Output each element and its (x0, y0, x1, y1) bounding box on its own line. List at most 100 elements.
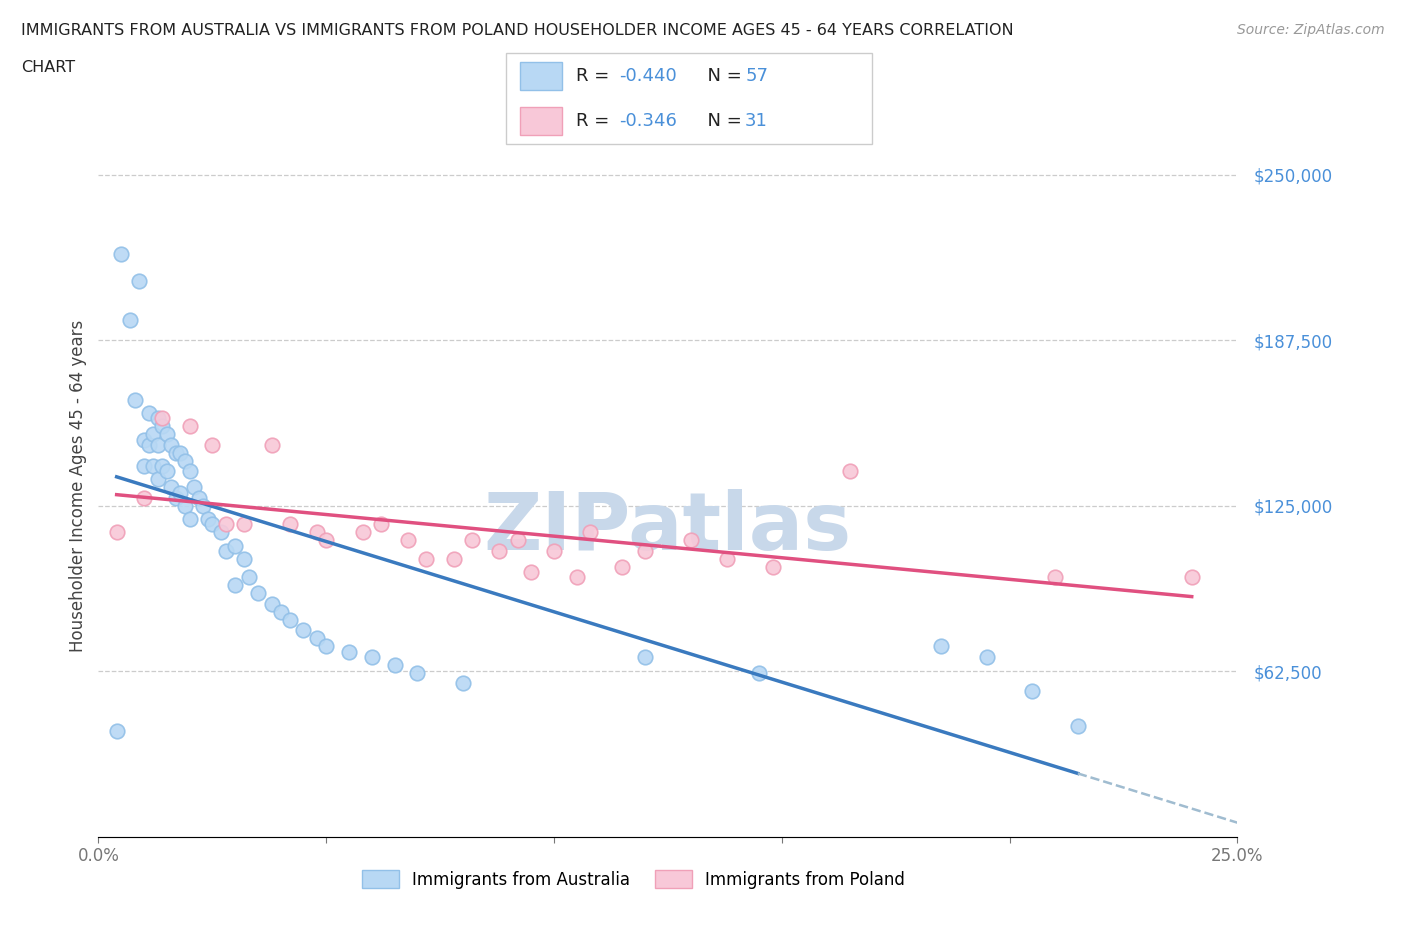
Point (169, 445, 191, 460)
Point (193, 498, 215, 513)
Point (233, 551, 256, 566)
Point (634, 543, 657, 558)
Text: -0.440: -0.440 (619, 67, 676, 85)
Point (174, 453, 197, 468)
Point (160, 480, 183, 495)
Point (384, 658, 406, 672)
Point (187, 490, 209, 505)
Point (138, 405, 160, 420)
Point (156, 427, 179, 442)
Point (1181, 570, 1204, 585)
Point (246, 586, 269, 601)
Point (307, 631, 329, 645)
Point (278, 517, 301, 532)
Point (224, 578, 246, 592)
Point (165, 490, 187, 505)
Legend: Immigrants from Australia, Immigrants from Poland: Immigrants from Australia, Immigrants fr… (356, 863, 911, 896)
Point (169, 485, 191, 500)
Point (165, 445, 187, 460)
Point (128, 273, 150, 288)
Point (443, 551, 465, 566)
Point (565, 570, 588, 585)
Point (612, 559, 634, 574)
Point (270, 604, 292, 619)
Point (105, 724, 128, 738)
Point (278, 612, 301, 627)
Point (224, 538, 246, 553)
Point (315, 533, 337, 548)
Point (201, 437, 224, 452)
Point (201, 517, 224, 532)
Point (634, 649, 657, 664)
Point (183, 480, 205, 495)
Text: 57: 57 (745, 67, 768, 85)
Point (150, 411, 173, 426)
Point (929, 639, 952, 654)
Point (307, 525, 329, 539)
Point (292, 623, 315, 638)
Point (543, 543, 565, 558)
Point (748, 665, 770, 680)
Point (716, 551, 738, 566)
Point (260, 437, 283, 452)
Point (488, 543, 510, 558)
Point (132, 490, 155, 505)
Point (146, 411, 169, 426)
Point (215, 543, 238, 558)
Point (360, 649, 382, 664)
Point (839, 464, 862, 479)
Text: R =: R = (576, 67, 616, 85)
Point (976, 649, 998, 664)
Point (179, 464, 201, 479)
Text: N =: N = (696, 113, 748, 130)
Point (156, 464, 179, 479)
Point (337, 644, 360, 659)
Point (520, 565, 543, 579)
Point (260, 596, 283, 611)
Point (1043, 570, 1066, 585)
Point (124, 392, 146, 407)
Point (579, 525, 602, 539)
Point (451, 676, 474, 691)
Point (406, 665, 429, 680)
Point (1067, 718, 1090, 733)
Point (110, 246, 132, 261)
Point (238, 570, 260, 585)
Text: N =: N = (696, 67, 748, 85)
Text: IMMIGRANTS FROM AUSTRALIA VS IMMIGRANTS FROM POLAND HOUSEHOLDER INCOME AGES 45 -: IMMIGRANTS FROM AUSTRALIA VS IMMIGRANTS … (21, 23, 1014, 38)
Point (506, 533, 529, 548)
Point (197, 512, 219, 526)
Y-axis label: Householder Income Ages 45 - 64 years: Householder Income Ages 45 - 64 years (69, 320, 87, 652)
Point (105, 525, 128, 539)
Point (179, 418, 201, 433)
Point (233, 517, 256, 532)
Point (179, 512, 201, 526)
Text: R =: R = (576, 113, 616, 130)
Text: CHART: CHART (21, 60, 75, 75)
Point (396, 533, 419, 548)
Point (415, 551, 437, 566)
Point (120, 312, 142, 327)
Point (150, 418, 173, 433)
Point (370, 517, 392, 532)
Point (679, 533, 702, 548)
Point (762, 559, 785, 574)
Point (142, 427, 165, 442)
Point (352, 525, 374, 539)
Text: 31: 31 (745, 113, 768, 130)
Point (132, 432, 155, 447)
Point (138, 437, 160, 452)
Point (461, 533, 484, 548)
Point (150, 458, 173, 473)
Text: Source: ZipAtlas.com: Source: ZipAtlas.com (1237, 23, 1385, 37)
Point (209, 525, 232, 539)
Point (1021, 684, 1043, 698)
Point (146, 437, 169, 452)
Point (215, 517, 238, 532)
Point (142, 458, 165, 473)
Point (174, 498, 197, 513)
Point (146, 472, 169, 486)
Text: ZIPatlas: ZIPatlas (484, 489, 852, 567)
Point (132, 458, 155, 473)
Point (160, 437, 183, 452)
